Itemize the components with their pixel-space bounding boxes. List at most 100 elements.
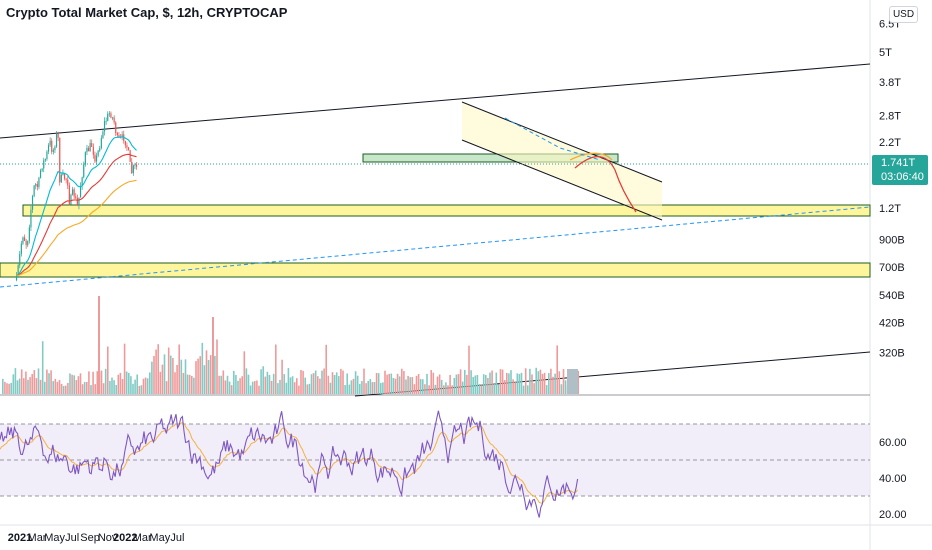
volume-bar [422, 379, 424, 394]
candle-body [116, 133, 118, 136]
volume-bar [545, 385, 548, 394]
volume-bar [548, 373, 550, 394]
volume-bar [451, 385, 453, 394]
volume-bar [524, 368, 527, 394]
volume-bar [369, 378, 372, 394]
candle-body [60, 174, 62, 183]
ema-fast-line [16, 136, 137, 277]
candle-body [87, 147, 90, 152]
candle-body [89, 143, 91, 152]
volume-bar [306, 384, 309, 394]
volume-bar [396, 373, 399, 394]
volume-bar [205, 350, 208, 394]
volume-bar [558, 371, 561, 394]
volume-bar [302, 370, 304, 394]
volume-bar [361, 381, 363, 394]
volume-bar [81, 384, 84, 394]
volume-bar [527, 385, 529, 394]
volume-bar [71, 374, 73, 394]
volume-bar [140, 385, 143, 394]
volume-bar [245, 368, 248, 394]
volume-bar [405, 379, 407, 394]
volume-bar [37, 368, 40, 394]
volume-bar [54, 378, 57, 394]
volume-bar [209, 355, 212, 394]
volume-bar [564, 380, 567, 394]
volume-bar [430, 370, 432, 394]
volume-bar [222, 370, 225, 394]
rsi-axis-label: 40.00 [879, 473, 907, 485]
volume-bar [403, 371, 405, 394]
volume-bar [485, 375, 487, 394]
candle-body [108, 113, 110, 115]
candle-body [118, 135, 120, 137]
time-axis-label: Jul [170, 532, 184, 544]
candle-body [115, 122, 117, 134]
candle-body [62, 173, 64, 175]
candle-body [134, 164, 136, 166]
volume-bar [453, 378, 456, 394]
volume-bar [239, 378, 241, 394]
volume-bar [136, 374, 138, 394]
volume-bar [39, 379, 42, 394]
candle-body [70, 194, 72, 205]
time-axis-label: 2021 [8, 532, 32, 544]
candle-body [132, 165, 134, 174]
volume-bar [529, 368, 531, 394]
candle-body [91, 143, 93, 147]
volume-bar [58, 379, 61, 394]
volume-bar [459, 369, 462, 394]
time-axis-label: Sep [80, 532, 100, 544]
resistance-zone [362, 153, 619, 163]
time-axis-label: 2022 [113, 532, 137, 544]
volume-bar [233, 370, 235, 394]
volume-bar [264, 376, 267, 394]
volume-bar [367, 380, 369, 394]
candle-body [129, 150, 131, 162]
volume-bar [426, 373, 428, 394]
volume-bar [207, 359, 210, 394]
rsi-axis-label: 20.00 [879, 509, 907, 521]
volume-bar [354, 371, 357, 394]
volume-bar [411, 377, 414, 394]
volume-bar [256, 380, 258, 394]
channel-bottom-line [461, 139, 663, 221]
volume-bar [100, 370, 103, 394]
volume-bar [41, 341, 44, 394]
volume-bar [440, 379, 443, 394]
volume-bar [172, 358, 174, 394]
volume-bar [220, 375, 222, 394]
volume-bar [130, 376, 132, 394]
ema-mid-line [16, 153, 137, 277]
candle-body [59, 137, 61, 183]
volume-bar [554, 373, 556, 394]
volume-bar [186, 374, 189, 394]
candle-body [17, 265, 19, 276]
volume-bar [495, 372, 498, 394]
candle-body [65, 178, 67, 180]
price-axis-label: 1.2T [879, 203, 901, 215]
volume-bar [562, 369, 565, 394]
volume-bar [62, 385, 65, 394]
volume-bar [384, 370, 386, 394]
volume-bar [178, 344, 180, 394]
channel-fill [462, 102, 662, 220]
candle-body [43, 160, 45, 169]
currency-unit-button[interactable]: USD [889, 6, 918, 23]
volume-bar [184, 359, 187, 394]
volume-bar [260, 369, 262, 394]
volume-bar [447, 385, 449, 394]
candle-body [55, 133, 58, 147]
candle-body [92, 146, 94, 155]
chart-title: Crypto Total Market Cap, $, 12h, CRYPTOC… [6, 5, 288, 20]
volume-bar [508, 373, 510, 394]
volume-bar [556, 345, 558, 394]
candle-body [33, 185, 35, 197]
support-zone-lower [0, 262, 871, 278]
volume-bar [193, 377, 195, 394]
projection-orange-curve [569, 152, 613, 161]
volume-bar [212, 317, 214, 394]
volume-bar [180, 359, 183, 394]
volume-bar [96, 371, 99, 394]
